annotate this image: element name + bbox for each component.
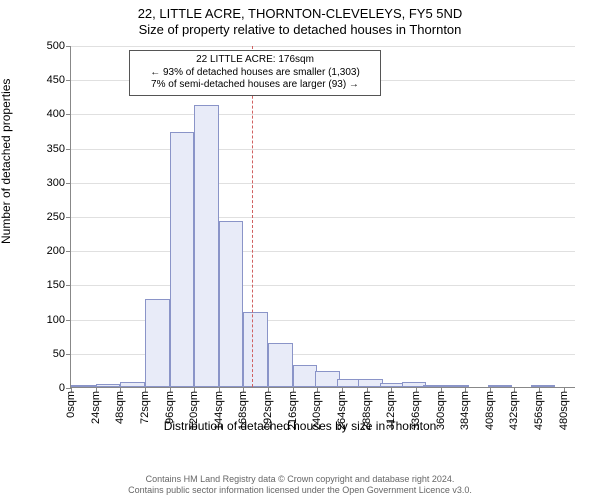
ytick-mark: [66, 183, 71, 184]
gridline: [71, 285, 575, 286]
ytick-mark: [66, 114, 71, 115]
annotation-line2: ← 93% of detached houses are smaller (1,…: [136, 67, 374, 80]
histogram-bar: [96, 384, 121, 387]
histogram-bar: [219, 221, 244, 387]
histogram-bar: [293, 365, 318, 387]
xtick-label: 0sqm: [65, 391, 77, 418]
ytick-mark: [66, 149, 71, 150]
ytick-label: 150: [47, 279, 65, 291]
gridline: [71, 149, 575, 150]
annotation-box: 22 LITTLE ACRE: 176sqm ← 93% of detached…: [129, 50, 381, 96]
chart-container: Number of detached properties 0501001502…: [0, 40, 600, 435]
gridline: [71, 217, 575, 218]
histogram-bar: [120, 382, 145, 387]
gridline: [71, 114, 575, 115]
histogram-bar: [194, 105, 219, 387]
annotation-line1: 22 LITTLE ACRE: 176sqm: [136, 54, 374, 67]
ytick-label: 350: [47, 143, 65, 155]
ytick-label: 400: [47, 108, 65, 120]
y-axis-label: Number of detached properties: [0, 232, 13, 244]
ytick-label: 250: [47, 211, 65, 223]
ytick-label: 500: [47, 40, 65, 52]
ytick-label: 300: [47, 177, 65, 189]
gridline: [71, 251, 575, 252]
histogram-bar: [243, 312, 268, 387]
ytick-label: 100: [47, 314, 65, 326]
ytick-label: 50: [53, 348, 65, 360]
ytick-mark: [66, 251, 71, 252]
histogram-bar: [488, 385, 513, 387]
ytick-mark: [66, 354, 71, 355]
ytick-mark: [66, 285, 71, 286]
histogram-bar: [268, 343, 293, 387]
footer-line1: Contains HM Land Registry data © Crown c…: [8, 474, 592, 485]
annotation-line3: 7% of semi-detached houses are larger (9…: [136, 79, 374, 92]
x-axis-label: Distribution of detached houses by size …: [0, 419, 600, 433]
ytick-mark: [66, 46, 71, 47]
footer-line2: Contains public sector information licen…: [8, 485, 592, 496]
chart-title-line2: Size of property relative to detached ho…: [0, 21, 600, 37]
histogram-bar: [71, 385, 96, 387]
histogram-bar: [170, 132, 195, 387]
histogram-bar: [531, 385, 556, 387]
histogram-bar: [145, 299, 170, 387]
chart-title-line1: 22, LITTLE ACRE, THORNTON-CLEVELEYS, FY5…: [0, 0, 600, 21]
ytick-label: 200: [47, 245, 65, 257]
plot-area: 050100150200250300350400450500 22 LITTLE…: [70, 46, 575, 388]
footer-attribution: Contains HM Land Registry data © Crown c…: [0, 472, 600, 500]
ytick-mark: [66, 320, 71, 321]
ytick-mark: [66, 217, 71, 218]
gridline: [71, 46, 575, 47]
ytick-mark: [66, 80, 71, 81]
gridline: [71, 183, 575, 184]
ytick-label: 450: [47, 74, 65, 86]
property-marker-line: [252, 46, 253, 387]
